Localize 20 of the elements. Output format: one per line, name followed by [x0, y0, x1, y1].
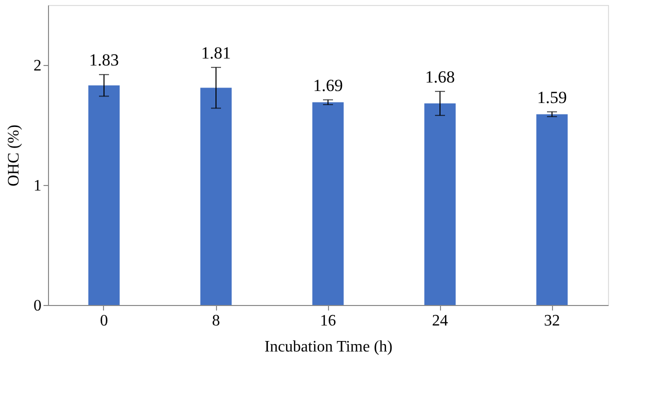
y-tick-label: 1 — [34, 178, 42, 194]
data-label: 1.83 — [89, 50, 119, 70]
data-label: 1.81 — [201, 43, 231, 62]
bar — [424, 103, 456, 305]
x-axis-title: Incubation Time (h) — [264, 338, 392, 356]
y-tick-label: 2 — [34, 58, 42, 74]
x-tick-label: 24 — [432, 312, 448, 330]
x-tick-label: 32 — [544, 312, 560, 330]
x-tick-label: 0 — [100, 312, 108, 330]
bar — [200, 88, 232, 305]
data-label: 1.69 — [313, 76, 343, 95]
data-label: 1.59 — [537, 88, 567, 107]
y-axis-title: OHC (%) — [6, 124, 22, 186]
x-tick-label: 16 — [320, 312, 336, 330]
bar — [312, 102, 344, 305]
bar — [88, 85, 120, 305]
x-tick-label: 8 — [212, 312, 220, 330]
y-tick-label: 0 — [34, 298, 42, 314]
data-label: 1.68 — [425, 67, 455, 86]
bar — [536, 114, 568, 305]
